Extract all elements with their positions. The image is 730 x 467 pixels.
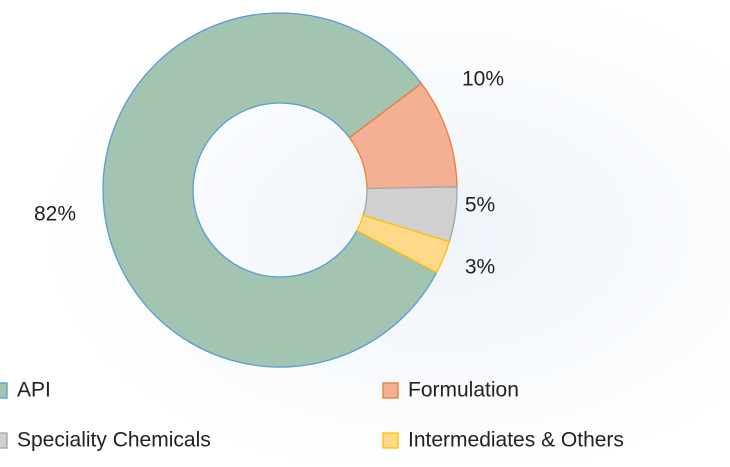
donut-slice xyxy=(102,12,438,368)
data-label: 82% xyxy=(34,203,76,226)
donut-slice xyxy=(356,214,451,274)
legend-swatch xyxy=(382,382,399,399)
legend-label: API xyxy=(17,379,51,402)
data-label: 3% xyxy=(465,256,495,279)
legend-swatch xyxy=(0,432,8,449)
legend-label: Speciality Chemicals xyxy=(17,429,211,452)
legend-label: Intermediates & Others xyxy=(408,429,624,452)
data-label: 10% xyxy=(462,68,504,91)
legend-label: Formulation xyxy=(408,379,519,402)
legend-swatch xyxy=(382,432,399,449)
legend-swatch xyxy=(0,382,8,399)
data-label: 5% xyxy=(465,194,495,217)
